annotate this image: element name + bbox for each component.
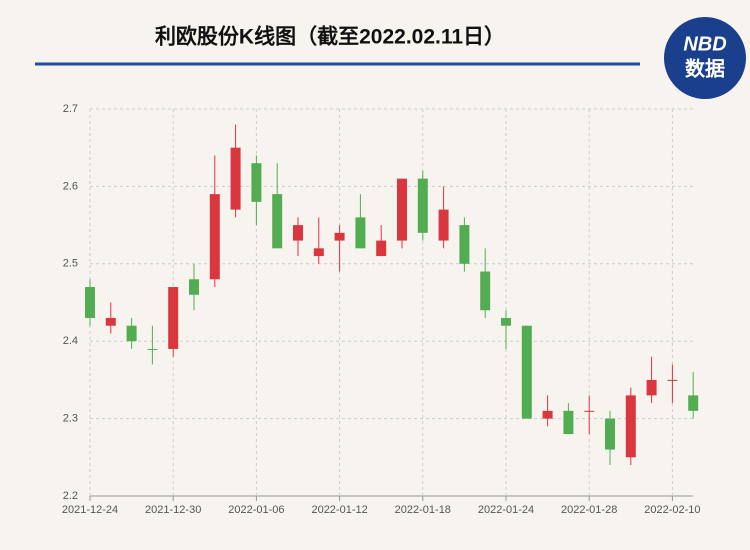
candle-body: [625, 395, 636, 458]
candle-body: [293, 225, 303, 241]
candle-body: [417, 178, 428, 233]
candle-body: [230, 147, 241, 210]
candle-body: [376, 240, 387, 257]
candle-body: [646, 379, 657, 396]
candle-body: [272, 194, 283, 249]
candle-body: [334, 232, 345, 241]
candle-body: [397, 178, 407, 241]
x-tick-label: 2022-01-06: [228, 504, 284, 516]
candle-body: [355, 217, 366, 249]
y-tick-label: 2.6: [63, 180, 78, 192]
candle-body: [189, 279, 199, 295]
candle-body: [313, 248, 324, 257]
x-tick-label: 2022-01-12: [311, 504, 367, 516]
candle-body: [147, 348, 158, 350]
candle-body: [688, 395, 699, 411]
y-tick-label: 2.7: [63, 103, 78, 115]
candle-body: [480, 271, 491, 311]
candle-body: [168, 287, 179, 349]
candle-body: [563, 410, 574, 435]
candle-body: [459, 225, 470, 264]
candle-body: [438, 209, 449, 241]
y-tick-label: 2.4: [63, 335, 78, 347]
candle-body: [251, 163, 262, 202]
logo-top: NBD: [683, 33, 726, 55]
candle-body: [85, 287, 95, 318]
x-tick-label: 2021-12-24: [62, 504, 118, 516]
chart-title: 利欧股份K线图（截至2022.02.11日）: [155, 25, 505, 49]
logo: NBD 数据: [664, 17, 746, 99]
logo-circle: [664, 17, 746, 99]
candle-body: [667, 379, 678, 381]
y-tick-label: 2.5: [63, 258, 78, 270]
logo-bottom: 数据: [685, 56, 725, 80]
x-tick-label: 2022-01-18: [395, 504, 451, 516]
candle-body: [584, 410, 595, 412]
candle-body: [605, 418, 615, 450]
candle-body: [521, 325, 532, 419]
candle-body: [501, 317, 511, 326]
y-tick-label: 2.2: [63, 490, 78, 502]
x-tick-label: 2022-01-24: [478, 504, 534, 516]
candle-body: [105, 317, 116, 326]
candle-body: [209, 194, 220, 280]
x-tick-label: 2022-02-10: [644, 504, 700, 516]
x-tick-label: 2022-01-28: [561, 504, 617, 516]
y-tick-label: 2.3: [63, 413, 78, 425]
candle-body: [542, 410, 553, 419]
x-tick-label: 2021-12-30: [145, 504, 201, 516]
candle-body: [126, 325, 137, 342]
